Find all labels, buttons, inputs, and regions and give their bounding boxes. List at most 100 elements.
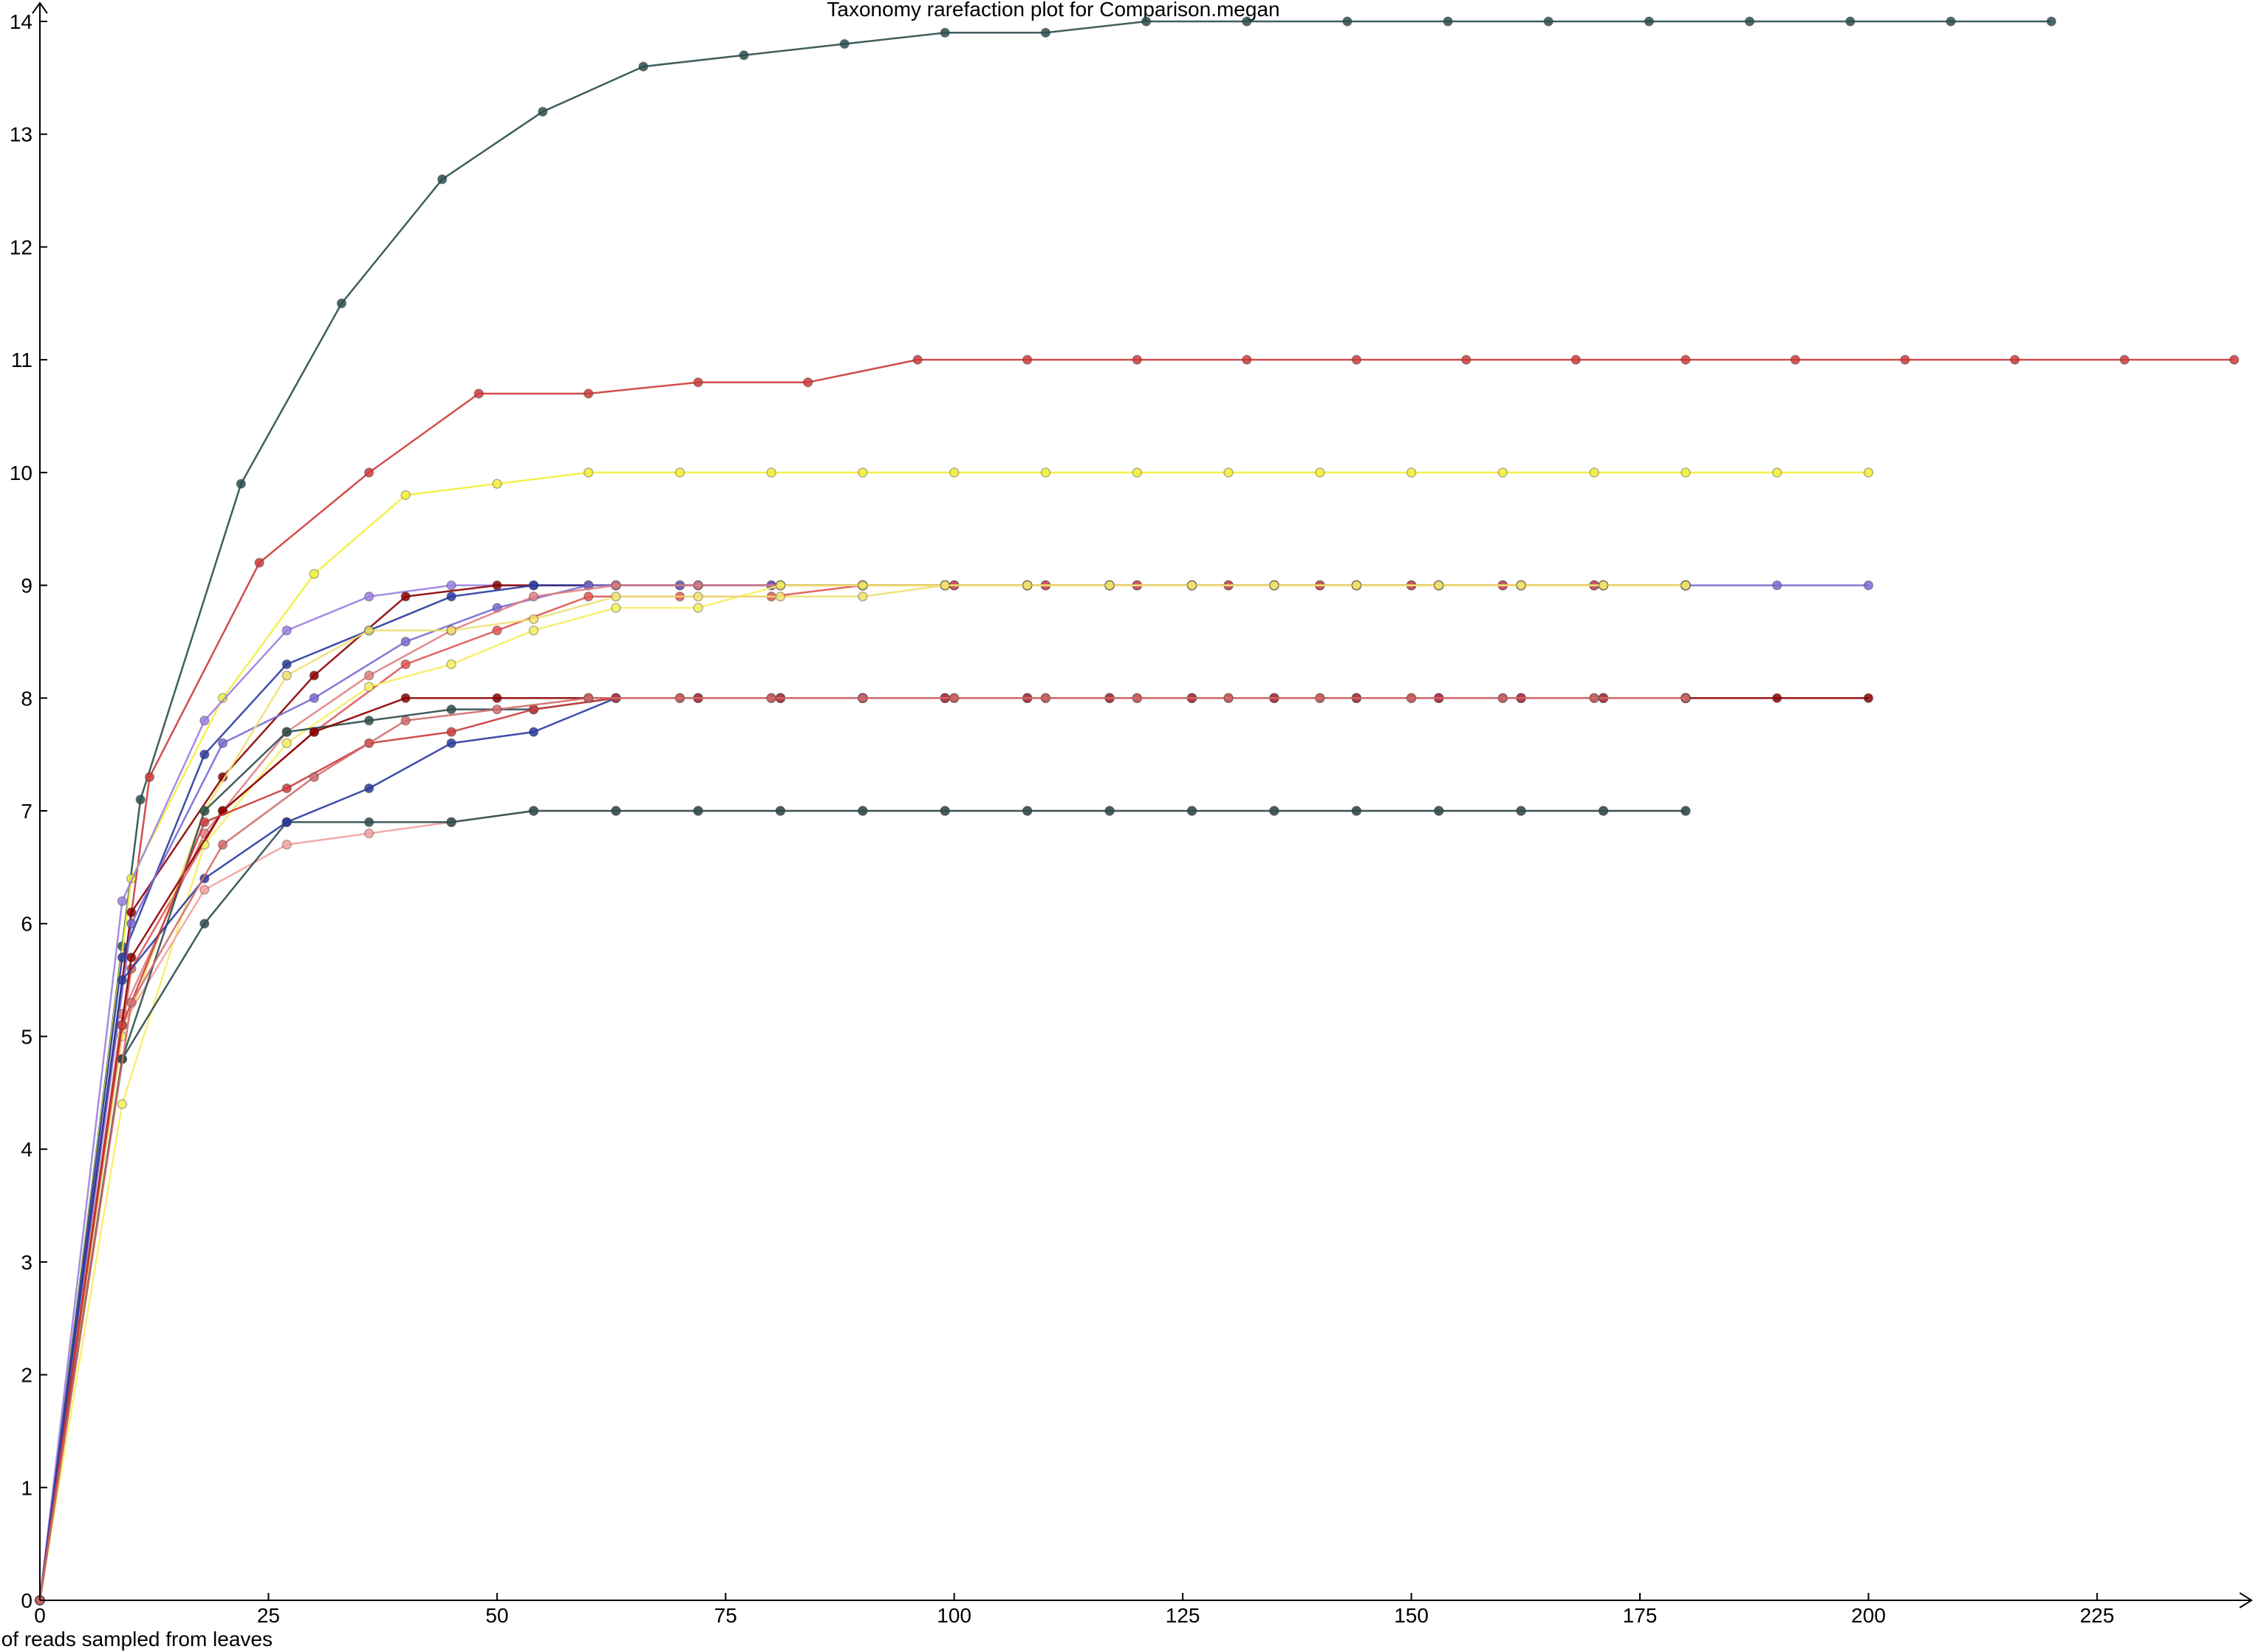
data-point <box>948 467 960 478</box>
data-point <box>583 693 594 704</box>
data-point <box>446 592 457 602</box>
data-point <box>1040 693 1051 704</box>
data-point <box>309 693 320 704</box>
data-point <box>528 727 539 737</box>
series-12 <box>35 806 1691 1605</box>
data-point <box>363 716 375 726</box>
x-tick-label: 125 <box>1166 1604 1200 1627</box>
y-tick-label: 2 <box>21 1364 33 1387</box>
data-point <box>1186 806 1197 816</box>
series-line <box>38 697 1686 1601</box>
data-point <box>693 603 703 613</box>
data-point <box>199 918 210 929</box>
y-tick-label: 1 <box>21 1476 33 1499</box>
data-point <box>611 603 621 613</box>
series-13 <box>35 806 1691 1605</box>
y-tick-label: 12 <box>10 236 33 258</box>
data-point <box>309 670 320 681</box>
data-point <box>217 840 228 850</box>
series-17 <box>35 693 1691 1605</box>
data-point <box>254 558 264 568</box>
data-point <box>693 377 703 388</box>
data-point <box>1351 806 1362 816</box>
data-point <box>446 625 457 636</box>
data-point <box>446 659 457 670</box>
data-point <box>126 918 137 929</box>
data-point <box>2229 354 2240 365</box>
data-point <box>400 716 411 726</box>
data-point <box>363 592 375 602</box>
data-point <box>1570 354 1582 365</box>
series-3 <box>35 467 1874 1605</box>
data-point <box>1598 580 1609 591</box>
x-tick-label: 0 <box>34 1604 46 1627</box>
data-point <box>2009 354 2020 365</box>
data-point <box>199 806 210 816</box>
data-point <box>363 670 375 681</box>
data-point <box>1681 580 1691 591</box>
series-line <box>38 584 1686 1601</box>
data-point <box>1516 580 1526 591</box>
y-tick-label: 0 <box>21 1589 33 1612</box>
data-point <box>528 614 539 625</box>
data-point <box>446 817 457 828</box>
data-point <box>117 952 128 963</box>
data-point <box>126 952 137 963</box>
data-point <box>363 783 375 794</box>
data-point <box>144 772 155 782</box>
data-point <box>135 794 146 805</box>
data-point <box>492 580 502 591</box>
data-point <box>1516 806 1526 816</box>
data-point <box>1744 16 1755 27</box>
data-point <box>446 727 457 737</box>
data-point <box>199 716 210 726</box>
data-point <box>1497 467 1508 478</box>
series-16 <box>35 693 1691 1605</box>
data-point <box>940 806 951 816</box>
data-point <box>858 693 868 704</box>
data-point <box>1132 354 1143 365</box>
data-point <box>1040 27 1051 38</box>
data-point <box>126 907 137 918</box>
y-tick-label: 6 <box>21 913 33 936</box>
data-point <box>1771 580 1782 591</box>
x-tick-label: 100 <box>937 1604 971 1627</box>
data-point <box>309 772 320 782</box>
data-point <box>1543 16 1553 27</box>
data-point <box>537 106 548 117</box>
x-axis-ticks: 0 25 50 75 100 125 150 175 200 225 <box>34 1593 2114 1627</box>
data-point <box>583 388 594 399</box>
y-axis-arrow <box>32 1 48 14</box>
data-point <box>117 896 128 906</box>
data-point <box>528 704 539 715</box>
data-point <box>281 670 292 681</box>
data-point <box>1644 16 1655 27</box>
data-point <box>1315 467 1325 478</box>
data-point <box>1022 806 1033 816</box>
data-point <box>2046 16 2057 27</box>
data-point <box>363 828 375 839</box>
data-point <box>1132 467 1143 478</box>
series-1 <box>35 16 2057 1605</box>
x-axis-label: Number of reads sampled from leaves <box>0 1628 273 1651</box>
data-point <box>437 174 448 185</box>
data-point <box>1681 354 1691 365</box>
series-line <box>38 584 1686 1601</box>
data-point <box>528 625 539 636</box>
x-tick-label: 150 <box>1394 1604 1429 1627</box>
data-point <box>446 580 457 591</box>
data-point <box>858 592 868 602</box>
x-tick-label: 25 <box>257 1604 280 1627</box>
data-point <box>674 467 686 478</box>
data-point <box>281 625 292 636</box>
data-point <box>1141 16 1152 27</box>
data-point <box>1242 354 1252 365</box>
data-point <box>1589 467 1599 478</box>
y-tick-label: 4 <box>21 1138 33 1161</box>
data-point <box>474 388 484 399</box>
data-point <box>528 592 539 602</box>
data-point <box>674 693 686 704</box>
data-point <box>739 50 749 61</box>
data-point <box>1433 806 1444 816</box>
